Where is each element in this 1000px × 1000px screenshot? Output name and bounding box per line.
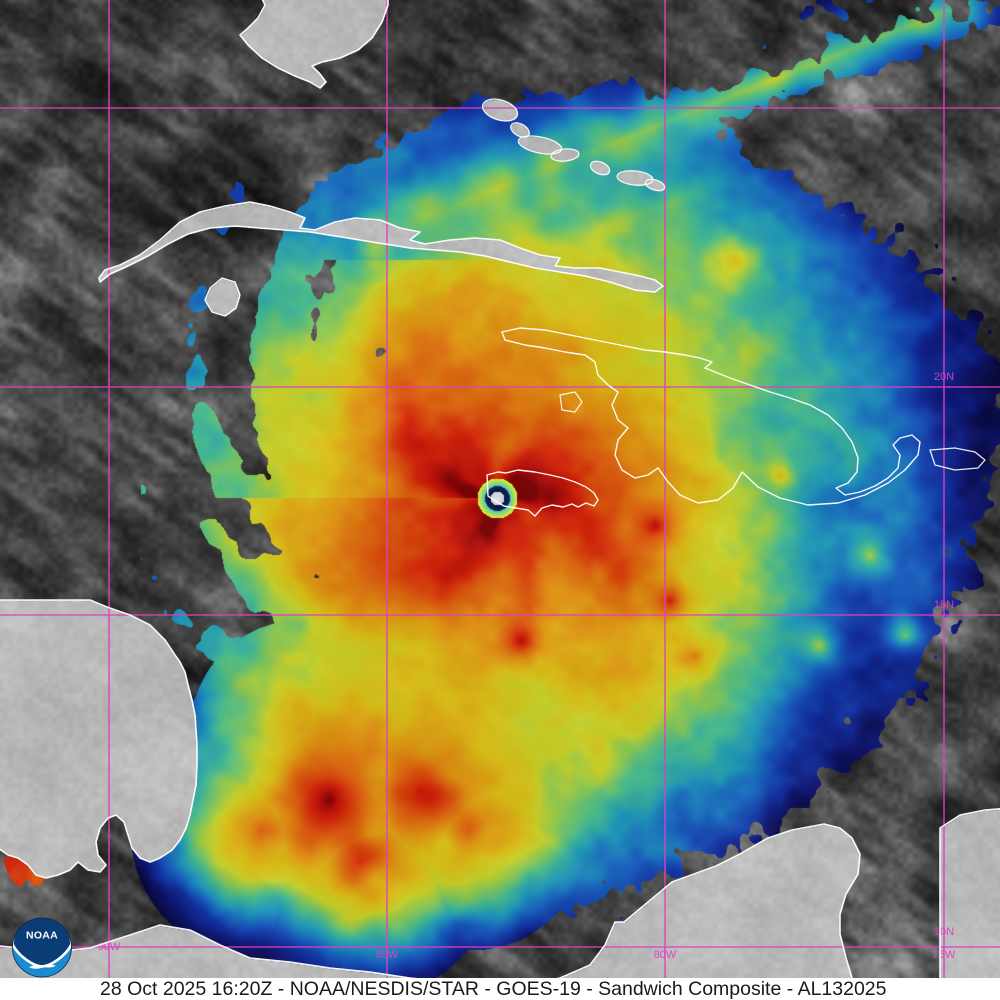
- svg-text:75W: 75W: [933, 949, 956, 961]
- svg-text:15N: 15N: [934, 599, 954, 611]
- svg-text:90W: 90W: [98, 941, 121, 953]
- svg-text:10N: 10N: [934, 926, 954, 938]
- svg-text:20N: 20N: [934, 371, 954, 383]
- svg-text:80W: 80W: [654, 949, 677, 961]
- svg-text:85W: 85W: [376, 949, 399, 961]
- svg-text:NOAA: NOAA: [26, 930, 58, 942]
